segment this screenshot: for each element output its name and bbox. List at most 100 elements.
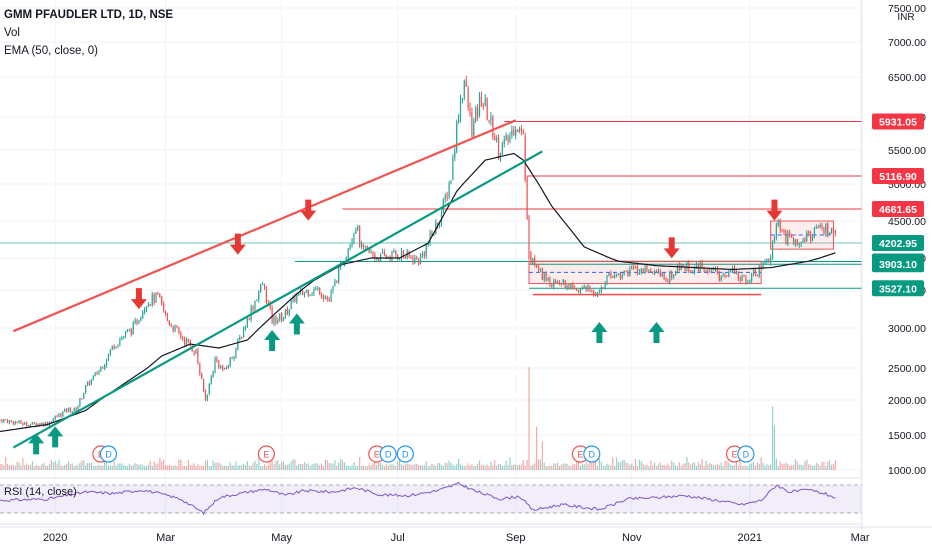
volume-bar (606, 463, 608, 470)
candle-body (539, 268, 542, 271)
x-tick-label: May (271, 532, 292, 544)
volume-bar (709, 463, 711, 470)
candle-body (115, 346, 117, 349)
volume-bar (241, 465, 243, 470)
candle-body (625, 270, 627, 273)
candle-body (290, 300, 292, 310)
volume-bar (309, 465, 311, 470)
volume-bar (714, 465, 717, 470)
candle-body (471, 112, 473, 138)
candle-body (180, 332, 182, 338)
arrow-up-icon (648, 322, 665, 343)
candle-body (27, 425, 30, 428)
candle-body (760, 266, 762, 268)
volume-bar (75, 464, 77, 470)
candle-body (46, 421, 49, 426)
candle-body (62, 411, 64, 417)
volume-bar (657, 464, 659, 470)
signal-arrows (28, 199, 783, 455)
price-tag-label: 3903.10 (879, 259, 917, 271)
candle-body (798, 243, 800, 246)
candle-body (555, 280, 557, 284)
volume-bar (608, 464, 610, 470)
candle-body (7, 420, 9, 423)
trendline-resistance (12, 119, 517, 333)
candle-body (661, 272, 663, 276)
volume-bar (682, 463, 684, 470)
legend-ema[interactable]: EMA (50, close, 0) (4, 45, 98, 57)
candle-body (229, 357, 231, 366)
legend-volume[interactable]: Vol (4, 27, 20, 39)
candle-body (159, 294, 161, 298)
candle-body (650, 270, 652, 273)
candle-body (265, 286, 268, 303)
volume-bar (703, 465, 705, 470)
price-tag-label: 5116.90 (879, 171, 917, 183)
volume-bar (749, 464, 751, 470)
candle-body (364, 245, 366, 248)
volume-bar (381, 464, 384, 470)
volume-bar (631, 463, 633, 470)
price-tag-box (872, 280, 924, 297)
volume-bar (507, 465, 509, 470)
candle-body (410, 256, 412, 259)
volume-bar (353, 462, 355, 470)
volume-bar (214, 462, 216, 470)
candle-body (560, 283, 562, 285)
candle-body (423, 253, 425, 256)
volume-bar (261, 466, 264, 470)
candle-body (718, 272, 720, 281)
volume-bar (421, 465, 424, 470)
candle-body (684, 266, 686, 271)
volume-bar (566, 463, 568, 470)
candle-body (669, 271, 671, 283)
candle-body (166, 313, 169, 321)
candle-body (583, 286, 585, 289)
volume-bar (8, 465, 11, 470)
volume-bar (265, 466, 268, 470)
volume-bar (273, 464, 275, 470)
candle-body (408, 250, 410, 257)
volume-bar (480, 465, 483, 470)
volume-bar (33, 466, 35, 470)
candle-body (45, 422, 47, 426)
volume-bar (237, 465, 239, 470)
candle-body (199, 363, 201, 375)
event-marker-label: D (105, 450, 112, 460)
volume-bar (121, 463, 123, 470)
volume-bar (800, 464, 802, 470)
candle-body (52, 419, 54, 423)
candle-body (151, 294, 153, 306)
rsi-legend[interactable]: RSI (14, close) (4, 486, 77, 498)
candle-body (94, 372, 96, 376)
candle-body (315, 288, 317, 290)
volume-bar (90, 462, 92, 470)
volume-bar (347, 465, 349, 470)
price-tag-label: 4661.65 (879, 204, 917, 216)
volume-bar (328, 462, 330, 470)
candle-body (827, 223, 829, 235)
volume-bar (7, 463, 9, 470)
candle-body (14, 421, 16, 425)
volume-bar (408, 464, 410, 470)
volume-bar (58, 459, 60, 470)
volume-bar (322, 466, 325, 470)
candle-body (657, 270, 659, 272)
candle-body (368, 248, 370, 253)
volume-bar (431, 463, 433, 470)
candle-body (75, 408, 77, 413)
volume-bar (558, 465, 561, 470)
volume-bar (634, 458, 637, 470)
volume-bar (105, 459, 108, 470)
event-marker-label: E (263, 450, 269, 460)
volume-bar (43, 462, 45, 470)
legend-symbol[interactable]: GMM PFAUDLER LTD, 1D, NSE (4, 9, 174, 21)
volume-bar (735, 462, 738, 470)
candle-body (716, 268, 718, 273)
volume-bar (751, 463, 753, 470)
event-marker-icon (257, 445, 276, 463)
event-marker-label: E (577, 450, 583, 460)
volume-bar (79, 462, 81, 470)
volume-bar (513, 464, 515, 470)
